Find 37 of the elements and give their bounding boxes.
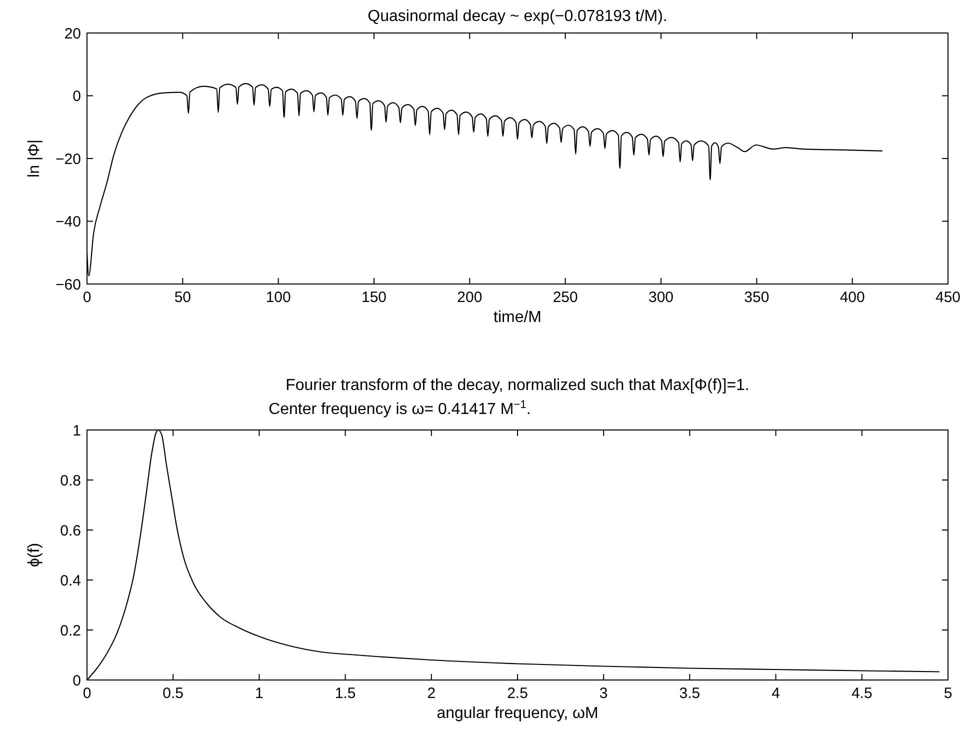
x-tick-label: 200	[457, 289, 482, 306]
y-tick-label: 0.4	[60, 572, 81, 590]
y-axis-title: ln |Φ|	[26, 140, 43, 178]
y-tick-label: −60	[56, 276, 81, 294]
y-tick-label: 0.6	[60, 522, 81, 540]
y-tick-label: 0.8	[60, 472, 81, 490]
x-tick-label: 450	[935, 289, 961, 306]
y-axis-title: ϕ(f)	[26, 542, 43, 568]
y-tick-label: 0.2	[60, 622, 81, 640]
chart-title: Fourier transform of the decay, normalized such that Max[Φ(f)]=1.	[286, 377, 750, 394]
y-tick-label: 1	[72, 422, 81, 440]
x-tick-label: 100	[266, 289, 291, 306]
x-tick-label: 400	[840, 289, 865, 306]
y-tick-label: 0	[72, 672, 81, 690]
y-tick-label: 0	[72, 88, 81, 105]
chart-subtitle: Center frequency is ω= 0.41417 M$^{−1}$.	[264, 399, 531, 418]
x-axis-title: time/M	[494, 309, 542, 326]
x-tick-label: 4.5	[851, 685, 872, 702]
x-tick-label: 3.5	[679, 685, 700, 702]
x-tick-label: 300	[648, 289, 674, 306]
x-tick-label: 50	[174, 289, 192, 306]
x-tick-label: 1	[255, 685, 264, 702]
x-tick-label: 4	[772, 685, 780, 702]
x-tick-label: 5	[944, 685, 952, 702]
y-tick-label: −20	[56, 150, 81, 168]
x-tick-label: 2.5	[507, 685, 528, 702]
x-tick-label: 3	[599, 685, 608, 702]
y-tick-label: −40	[56, 214, 81, 230]
x-tick-label: 350	[744, 289, 770, 306]
chart-title: Quasinormal decay ~ exp(−0.078193 t/M).	[368, 8, 668, 25]
x-tick-label: 1.5	[334, 685, 356, 702]
x-tick-label: 250	[552, 289, 578, 306]
y-tick-label: 20	[64, 25, 81, 42]
x-tick-label: 150	[361, 289, 387, 306]
x-axis-title: angular frequency, ωM	[436, 705, 598, 722]
x-tick-label: 0.5	[162, 685, 184, 702]
x-tick-label: 2	[427, 685, 436, 702]
